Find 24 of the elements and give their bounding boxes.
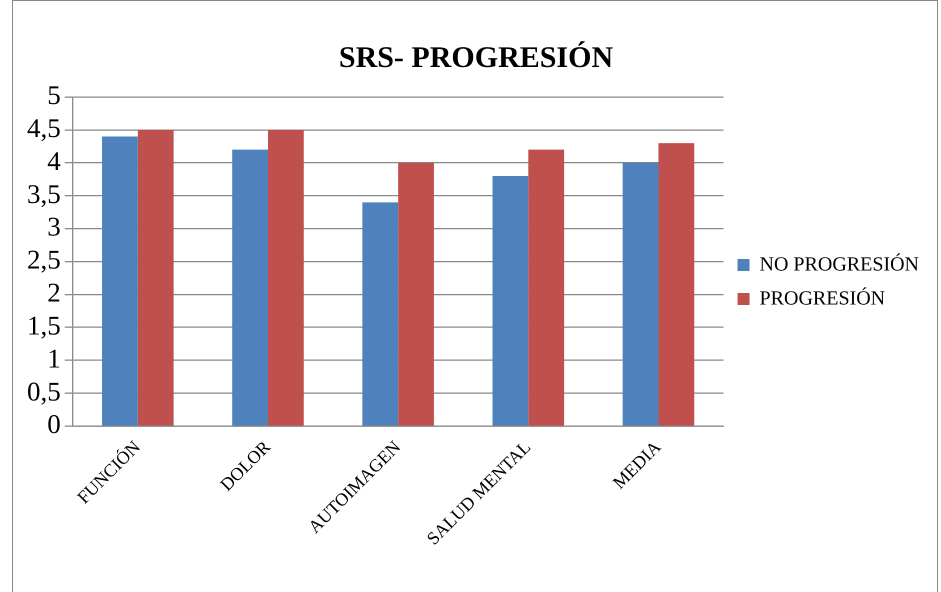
legend-label: PROGRESIÓN <box>760 286 886 310</box>
y-tick-label: 2,5 <box>27 244 61 275</box>
y-tick-label: 0 <box>47 409 61 440</box>
y-tick-label: 0,5 <box>27 376 61 406</box>
chart-title: SRS- PROGRESIÓN <box>338 40 614 74</box>
bar <box>658 143 694 426</box>
bar <box>528 150 564 426</box>
y-tick-label: 1,5 <box>27 310 61 340</box>
bar <box>102 136 138 426</box>
bar <box>268 130 304 426</box>
y-tick-label: 4 <box>47 146 62 176</box>
y-tick-label: 4,5 <box>27 113 61 144</box>
bar <box>398 162 434 426</box>
legend-label: NO PROGRESIÓN <box>760 252 920 276</box>
y-tick-label: 1 <box>47 343 61 374</box>
bar <box>362 202 398 426</box>
y-tick-label: 2 <box>47 278 61 308</box>
y-tick-label: 3,5 <box>27 178 61 209</box>
y-tick-label: 5 <box>47 80 61 110</box>
bar <box>138 130 174 426</box>
y-tick-label: 3 <box>47 212 61 242</box>
bar <box>492 176 528 426</box>
bar <box>622 162 658 426</box>
bar <box>232 150 268 426</box>
